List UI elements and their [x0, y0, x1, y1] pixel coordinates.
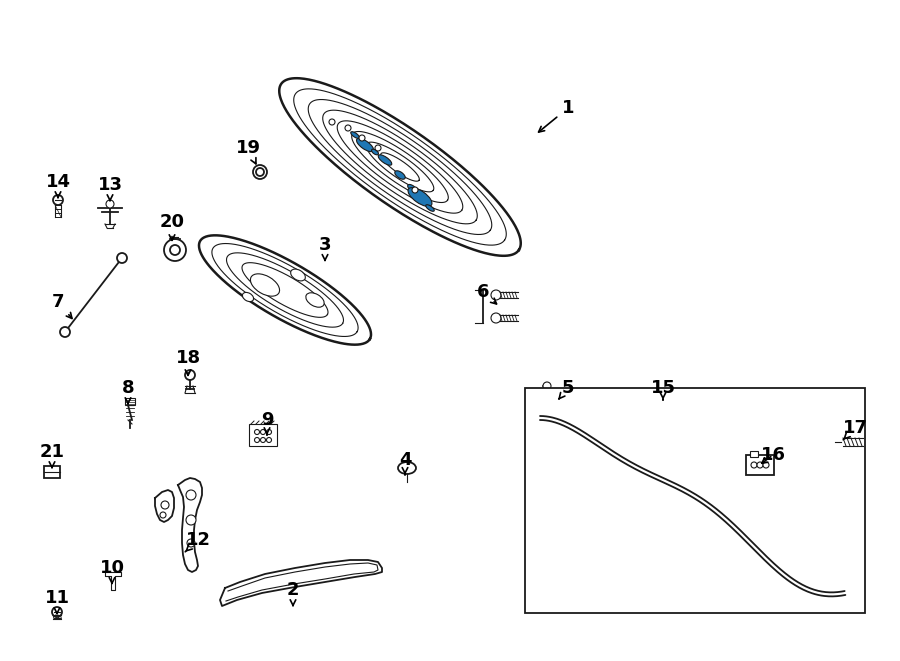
Bar — [750, 451, 758, 457]
Circle shape — [375, 145, 381, 151]
Circle shape — [187, 539, 195, 547]
Text: 13: 13 — [97, 176, 122, 200]
Text: 2: 2 — [287, 581, 299, 605]
Circle shape — [260, 430, 265, 434]
Circle shape — [255, 430, 259, 434]
Text: 8: 8 — [122, 379, 134, 403]
Circle shape — [185, 370, 195, 380]
Ellipse shape — [426, 205, 435, 212]
Ellipse shape — [351, 132, 359, 138]
Text: 15: 15 — [651, 379, 676, 400]
Text: 20: 20 — [159, 213, 184, 241]
Circle shape — [255, 438, 259, 442]
Circle shape — [52, 607, 62, 617]
Text: 5: 5 — [559, 379, 574, 399]
Circle shape — [186, 490, 196, 500]
Ellipse shape — [408, 188, 432, 206]
Polygon shape — [199, 235, 371, 344]
Circle shape — [253, 165, 267, 179]
Circle shape — [412, 187, 418, 193]
Text: 11: 11 — [44, 589, 69, 613]
Text: 12: 12 — [185, 531, 211, 552]
Circle shape — [751, 462, 757, 468]
Polygon shape — [279, 78, 521, 256]
Circle shape — [491, 290, 501, 300]
Circle shape — [106, 200, 114, 208]
Circle shape — [763, 462, 769, 468]
Bar — [249, 424, 277, 446]
Text: 18: 18 — [176, 349, 201, 375]
Text: 4: 4 — [399, 451, 411, 475]
Ellipse shape — [372, 149, 379, 155]
Text: 16: 16 — [760, 446, 786, 464]
Circle shape — [117, 253, 127, 263]
Circle shape — [53, 195, 63, 205]
Polygon shape — [155, 490, 174, 522]
Bar — [746, 455, 774, 475]
Circle shape — [757, 462, 763, 468]
Bar — [125, 398, 135, 405]
Circle shape — [60, 327, 70, 337]
Circle shape — [345, 125, 351, 131]
Circle shape — [491, 313, 501, 323]
Ellipse shape — [306, 293, 324, 307]
Circle shape — [543, 382, 551, 390]
Text: 1: 1 — [538, 99, 574, 132]
Polygon shape — [533, 385, 554, 440]
Text: 9: 9 — [261, 411, 274, 435]
Circle shape — [832, 436, 844, 448]
Circle shape — [329, 119, 335, 125]
Ellipse shape — [408, 184, 417, 192]
Circle shape — [256, 168, 264, 176]
Text: 19: 19 — [236, 139, 260, 164]
Circle shape — [266, 430, 272, 434]
Circle shape — [164, 239, 186, 261]
Text: 3: 3 — [319, 236, 331, 260]
Circle shape — [170, 245, 180, 255]
Circle shape — [359, 135, 365, 141]
Bar — [44, 466, 60, 478]
Ellipse shape — [398, 462, 416, 474]
Text: 14: 14 — [46, 173, 70, 198]
Ellipse shape — [250, 274, 280, 296]
Ellipse shape — [291, 269, 305, 281]
Text: 17: 17 — [842, 419, 868, 440]
Ellipse shape — [356, 138, 374, 151]
Polygon shape — [178, 478, 202, 572]
Circle shape — [161, 501, 169, 509]
Circle shape — [160, 512, 166, 518]
Ellipse shape — [378, 155, 392, 165]
Circle shape — [266, 438, 272, 442]
Ellipse shape — [395, 171, 405, 179]
Ellipse shape — [242, 292, 254, 301]
Text: 6: 6 — [477, 283, 497, 304]
Circle shape — [260, 438, 265, 442]
Polygon shape — [105, 572, 121, 590]
Text: 10: 10 — [100, 559, 124, 584]
Polygon shape — [220, 560, 382, 606]
Bar — [525, 388, 865, 613]
Circle shape — [186, 515, 196, 525]
Text: 21: 21 — [40, 443, 65, 467]
Text: 7: 7 — [52, 293, 72, 319]
